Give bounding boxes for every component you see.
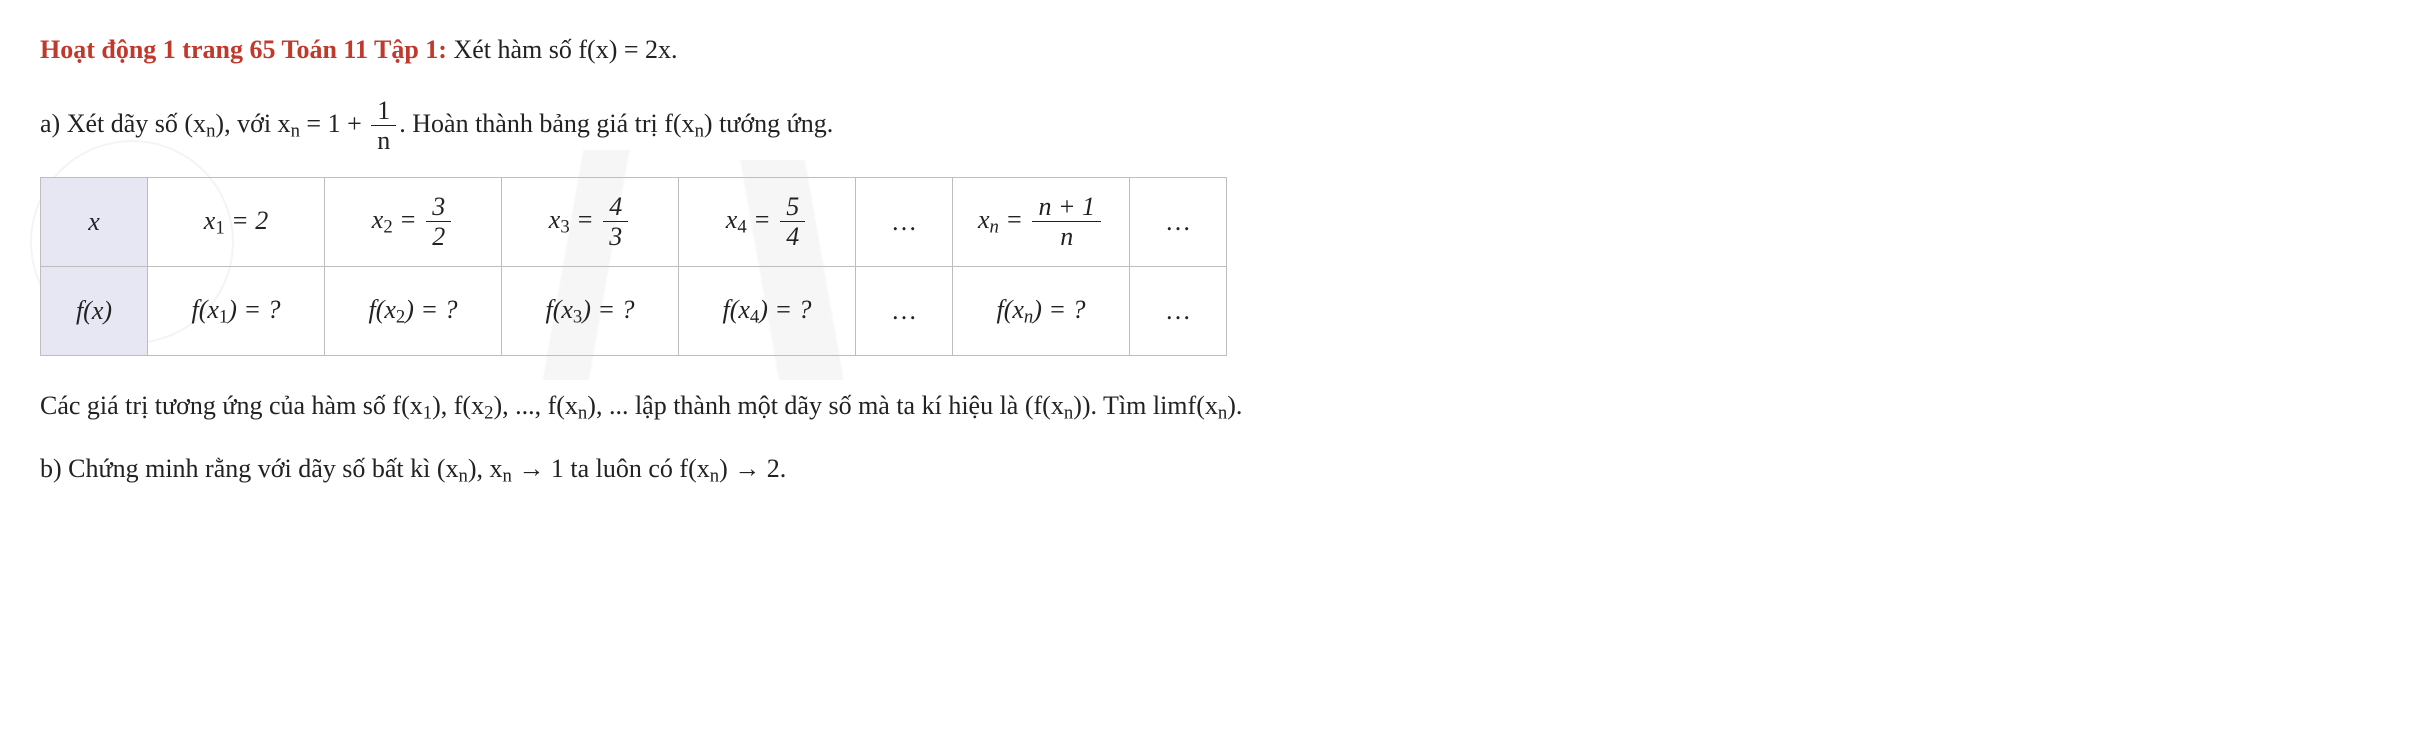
cell-x4: x4 = 54 [679, 177, 856, 266]
cell-dots-2: … [1130, 177, 1227, 266]
after-table-text: Các giá trị tương ứng của hàm số f(x1), … [40, 386, 2371, 428]
pa-frac-den: n [371, 126, 396, 154]
row-head-x: x [41, 177, 148, 266]
cell-fx2: f(x2) = ? [325, 266, 502, 355]
row-head-fx: f(x) [41, 266, 148, 355]
part-b-text: b) Chứng minh rằng với dãy số bất kì (xn… [40, 449, 2371, 491]
cell-fx3: f(x3) = ? [502, 266, 679, 355]
pa-sub2: n [291, 120, 300, 141]
cell-fxn: f(xn) = ? [953, 266, 1130, 355]
pa-mid1: ), với x [215, 109, 290, 138]
pa-pre: a) Xét dãy số (x [40, 109, 206, 138]
cell-x1: x1 = 2 [148, 177, 325, 266]
cell-dots-3: … [856, 266, 953, 355]
table-row: x x1 = 2 x2 = 32 x3 = 43 x4 = 54 … xn = … [41, 177, 1227, 266]
table-row: f(x) f(x1) = ? f(x2) = ? f(x3) = ? f(x4)… [41, 266, 1227, 355]
cell-fx4: f(x4) = ? [679, 266, 856, 355]
cell-dots-1: … [856, 177, 953, 266]
value-table: x x1 = 2 x2 = 32 x3 = 43 x4 = 54 … xn = … [40, 177, 1227, 356]
heading-lead: Hoạt động 1 trang 65 Toán 11 Tập 1: [40, 35, 447, 64]
cell-fx1: f(x1) = ? [148, 266, 325, 355]
heading-rest: Xét hàm số f(x) = 2x. [447, 35, 678, 64]
pa-mid2: = 1 + [300, 109, 368, 138]
pa-frac-num: 1 [371, 97, 396, 126]
pa-frac: 1n [371, 97, 396, 155]
pa-sub3: n [695, 120, 704, 141]
pa-post: . Hoàn thành bảng giá trị f(x [399, 109, 694, 138]
pa-end: ) tướng ứng. [704, 109, 833, 138]
cell-x3: x3 = 43 [502, 177, 679, 266]
cell-x2: x2 = 32 [325, 177, 502, 266]
exercise-heading: Hoạt động 1 trang 65 Toán 11 Tập 1: Xét … [40, 30, 2371, 69]
cell-dots-4: … [1130, 266, 1227, 355]
part-a-intro: a) Xét dãy số (xn), với xn = 1 + 1n. Hoà… [40, 97, 2371, 155]
cell-xn: xn = n + 1n [953, 177, 1130, 266]
